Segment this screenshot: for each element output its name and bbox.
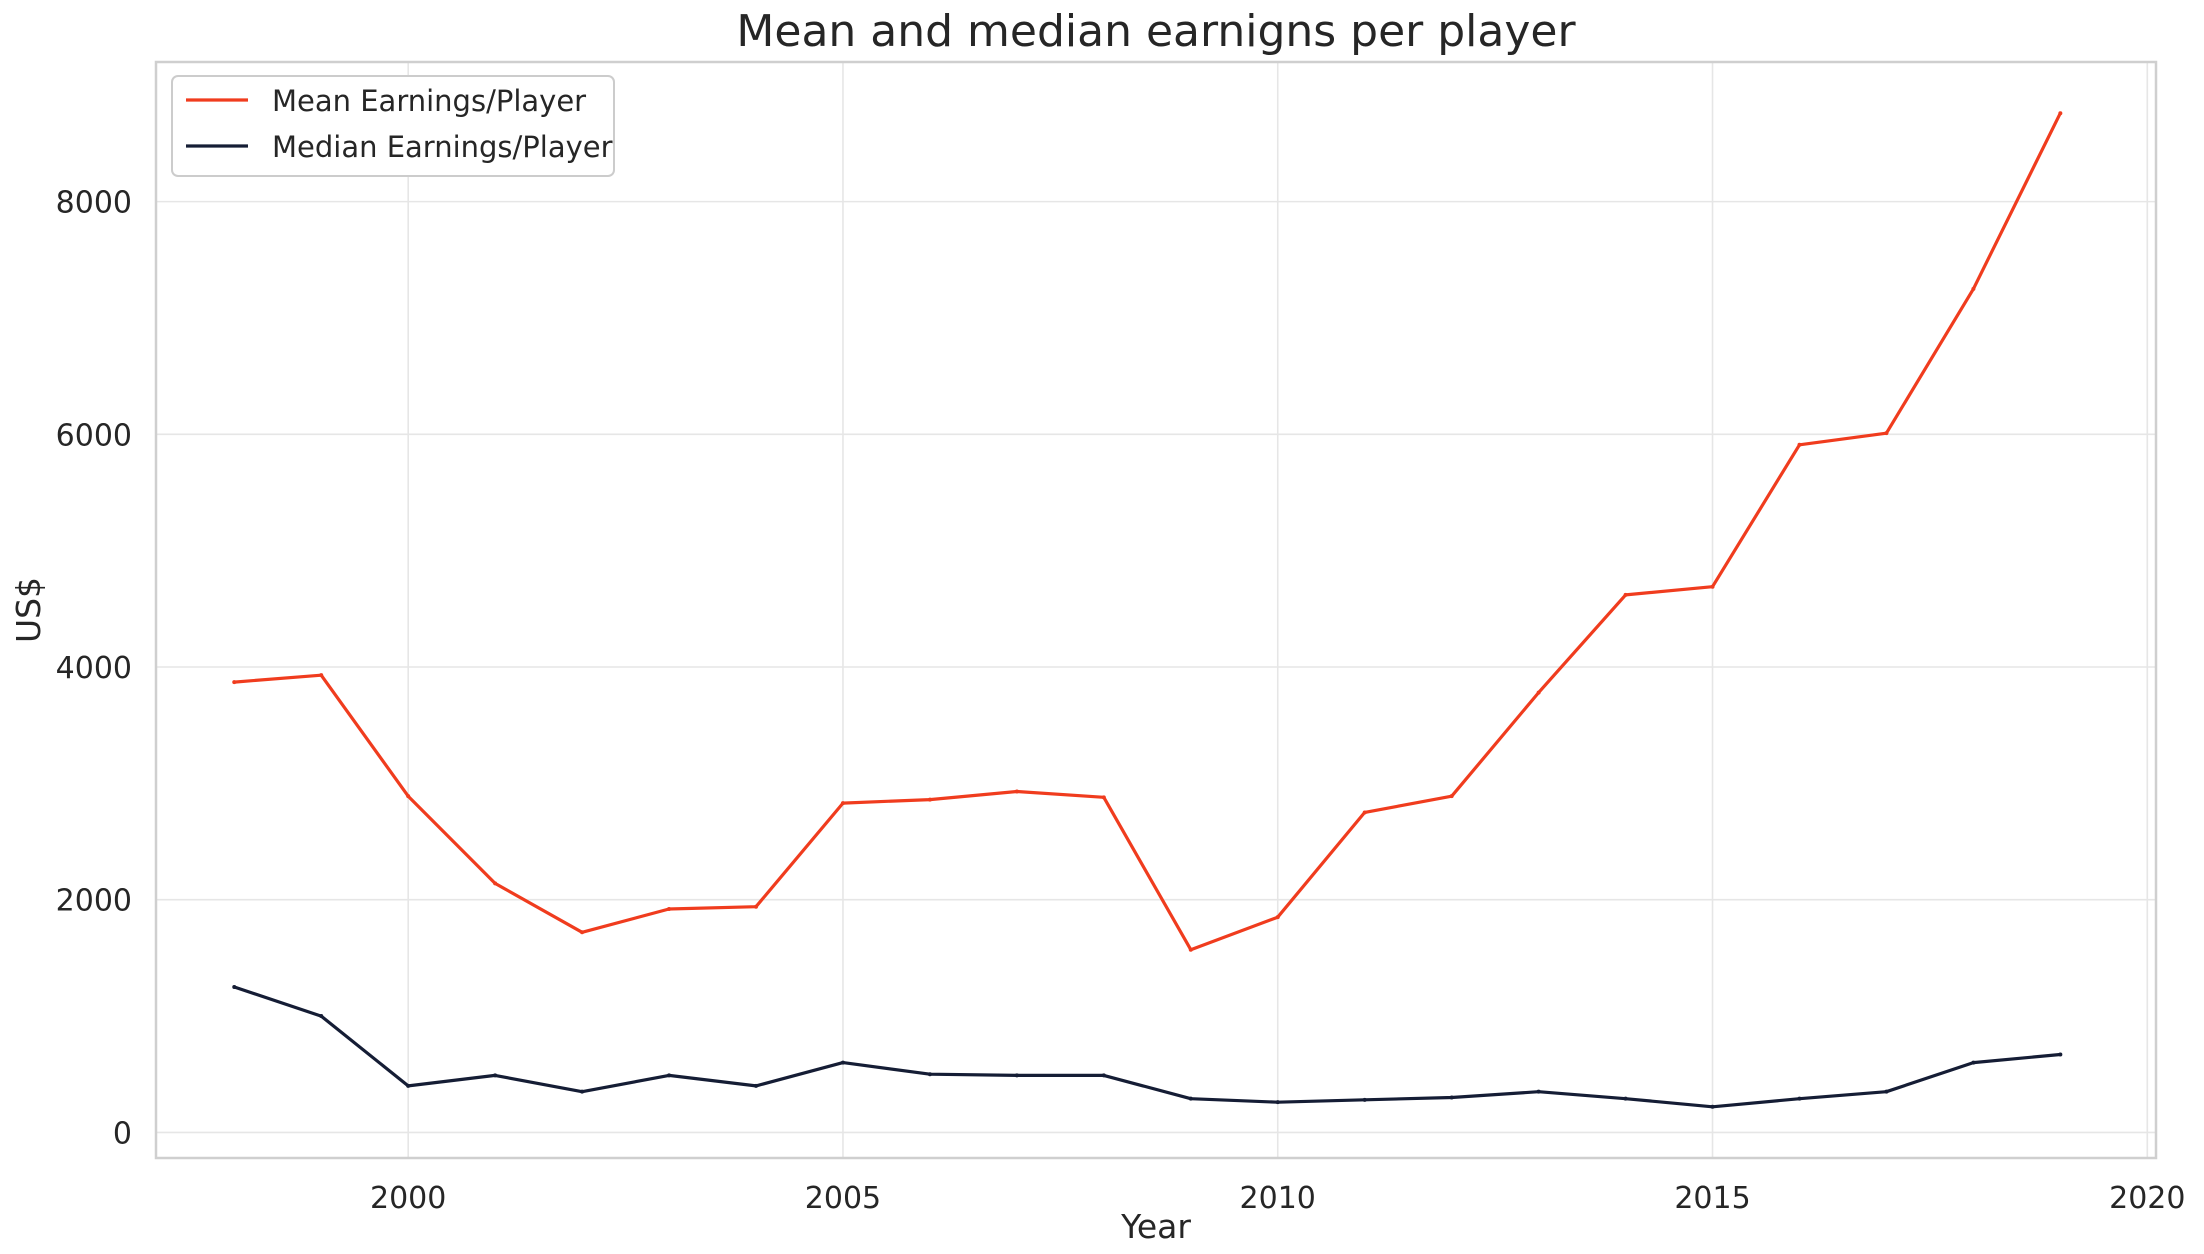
legend-label-mean: Mean Earnings/Player xyxy=(272,84,586,118)
mean-point-2010 xyxy=(1275,915,1280,920)
legend-label-median: Median Earnings/Player xyxy=(272,130,613,164)
x-tick-label: 2015 xyxy=(1674,1181,1750,1216)
grid-lines xyxy=(156,62,2156,1158)
median-point-2012 xyxy=(1449,1095,1454,1100)
y-tick-label: 8000 xyxy=(56,186,132,221)
chart-title: Mean and median earnigns per player xyxy=(736,6,1576,57)
mean-point-1999 xyxy=(319,673,324,678)
x-tick-label: 2010 xyxy=(1240,1181,1316,1216)
x-tick-label: 2020 xyxy=(2109,1181,2185,1216)
mean-point-2015 xyxy=(1710,584,1715,589)
tick-labels: 2000 2005 2010 2015 2020 0 2000 4000 6000 8000 xyxy=(56,186,2186,1216)
median-earnings-line xyxy=(232,985,2062,1109)
median-point-2016 xyxy=(1797,1096,1802,1101)
mean-point-2014 xyxy=(1623,592,1628,597)
median-point-2004 xyxy=(754,1083,758,1088)
y-tick-label: 4000 xyxy=(56,651,132,686)
median-point-2010 xyxy=(1275,1100,1280,1105)
median-point-2005 xyxy=(840,1060,845,1065)
plot-frame xyxy=(154,60,2158,1160)
mean-point-2005 xyxy=(840,801,845,806)
y-axis-label: US$ xyxy=(9,577,48,643)
median-point-1998 xyxy=(232,984,237,989)
median-point-2007 xyxy=(1014,1073,1019,1078)
mean-point-2000 xyxy=(406,794,411,799)
mean-point-2017 xyxy=(1884,431,1889,436)
mean-point-2004 xyxy=(754,904,758,909)
mean-point-2001 xyxy=(493,881,498,886)
median-point-2019 xyxy=(2058,1052,2063,1057)
mean-point-1998 xyxy=(232,680,237,685)
median-point-1999 xyxy=(319,1014,324,1019)
mean-point-2007 xyxy=(1014,789,1019,794)
mean-point-2003 xyxy=(667,907,672,912)
median-point-2018 xyxy=(1971,1060,1976,1065)
mean-point-2012 xyxy=(1449,794,1454,799)
mean-point-2008 xyxy=(1101,795,1106,800)
median-point-2015 xyxy=(1710,1104,1715,1109)
median-point-2017 xyxy=(1884,1089,1889,1094)
y-tick-label: 2000 xyxy=(56,884,132,919)
median-point-2000 xyxy=(406,1083,411,1088)
mean-point-2018 xyxy=(1971,286,1976,291)
mean-point-2006 xyxy=(927,797,932,802)
y-tick-label: 6000 xyxy=(56,418,132,453)
legend: Mean Earnings/Player Median Earnings/Pla… xyxy=(171,75,615,177)
median-point-2011 xyxy=(1362,1097,1367,1102)
mean-point-2011 xyxy=(1362,810,1367,815)
legend-box xyxy=(171,75,615,177)
median-point-2006 xyxy=(927,1072,932,1077)
median-point-2001 xyxy=(493,1073,498,1078)
series-lines xyxy=(232,111,2063,1109)
x-tick-label: 2005 xyxy=(805,1181,881,1216)
mean-point-2016 xyxy=(1797,442,1802,447)
median-point-2013 xyxy=(1536,1089,1541,1094)
x-tick-label: 2000 xyxy=(370,1181,446,1216)
mean-point-2013 xyxy=(1536,690,1541,695)
median-point-2014 xyxy=(1623,1096,1628,1101)
median-point-2008 xyxy=(1101,1073,1106,1078)
median-point-2002 xyxy=(580,1089,585,1094)
mean-point-2019 xyxy=(2058,111,2063,116)
y-tick-label: 0 xyxy=(113,1116,132,1151)
x-axis-label: Year xyxy=(1120,1207,1191,1246)
mean-point-2009 xyxy=(1188,947,1193,952)
mean-point-2002 xyxy=(580,930,585,935)
mean-earnings-line xyxy=(232,111,2062,952)
median-point-2009 xyxy=(1188,1096,1193,1101)
median-point-2003 xyxy=(667,1073,672,1078)
